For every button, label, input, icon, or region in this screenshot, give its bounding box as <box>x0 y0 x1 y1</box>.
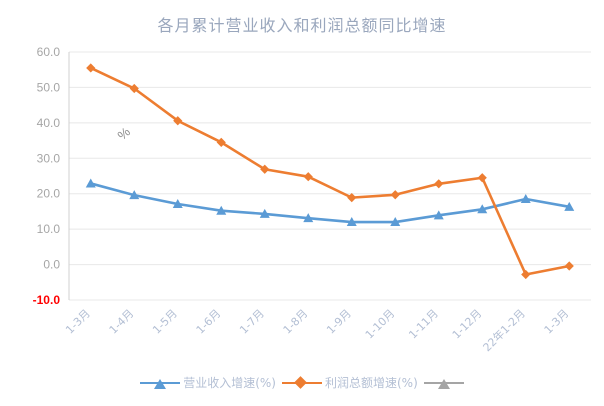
data-point-marker <box>521 269 531 280</box>
y-axis-tick-label: 20.0 <box>37 187 61 201</box>
data-point-marker <box>303 172 313 182</box>
x-axis-tick-label: 1-7月 <box>237 307 267 337</box>
x-axis-tick-label: 1-12月 <box>450 307 485 342</box>
data-point-marker <box>173 116 183 126</box>
data-point-marker <box>86 63 96 73</box>
series-line-0 <box>89 182 571 224</box>
legend-item-1[interactable]: 利润总额增速(%) <box>282 374 420 391</box>
data-point-marker <box>564 201 575 211</box>
x-axis-tick-label: 1-5月 <box>150 307 180 337</box>
legend-label: 利润总额增速(%) <box>325 376 418 390</box>
data-point-marker <box>434 179 444 189</box>
y-axis-tick-label: -10.0 <box>33 293 61 307</box>
legend-item-0[interactable]: 营业收入增速(%) <box>140 374 278 391</box>
legend-diamond-marker-icon <box>282 376 322 389</box>
data-point-marker <box>520 194 531 204</box>
x-axis-tick-label: 1-6月 <box>194 307 224 337</box>
y-axis-tick-label: 40.0 <box>37 116 61 130</box>
x-axis-tick-labels: 1-3月 1-4月 1-5月 1-6月 1-7月 1-8月 1-9月 1-10月 1-11月 1-… <box>63 306 571 354</box>
legend-label: 营业收入增速(%) <box>183 376 276 390</box>
gridlines-group <box>68 51 591 301</box>
data-series-layer <box>85 63 575 280</box>
data-point-marker <box>129 83 139 94</box>
data-point-marker <box>477 204 488 214</box>
data-point-marker <box>477 173 487 183</box>
y-axis-tick-labels: 60.0 50.0 40.0 30.0 20.0 10.0 0.0 -10.0 <box>33 45 61 307</box>
x-axis-tick-label: 1-8月 <box>281 307 311 337</box>
y-axis-tick-label: 10.0 <box>37 222 61 236</box>
x-axis-tick-label: 1-10月 <box>363 307 398 342</box>
data-point-marker <box>85 178 96 188</box>
data-point-marker <box>346 217 357 227</box>
series-line-1 <box>89 66 571 276</box>
x-axis-tick-label: 1-3月 <box>542 307 572 337</box>
x-axis-tick-label: 22年1-2月 <box>480 306 528 354</box>
y-axis-tick-label: 60.0 <box>37 45 61 59</box>
data-point-marker <box>433 210 444 220</box>
chart-legend: 营业收入增速(%) 利润总额增速(%) <box>0 374 604 391</box>
data-point-marker <box>172 198 183 208</box>
data-point-marker <box>216 205 227 215</box>
data-point-marker <box>390 190 400 200</box>
legend-item-2[interactable] <box>423 377 464 389</box>
data-point-marker <box>390 217 401 227</box>
legend-triangle-marker-icon <box>423 377 464 389</box>
data-point-marker <box>347 193 357 203</box>
y-axis-tick-label: 30.0 <box>37 151 61 165</box>
data-point-marker <box>260 164 270 174</box>
data-point-marker <box>303 213 314 223</box>
data-point-marker <box>564 261 574 271</box>
x-axis-tick-label: 1-4月 <box>107 307 137 337</box>
x-axis-tick-label: 1-9月 <box>324 307 354 337</box>
x-axis-tick-label: 1-3月 <box>63 307 93 337</box>
y-axis-tick-label: 0.0 <box>43 258 60 272</box>
data-point-marker <box>259 208 270 218</box>
legend-triangle-marker-icon <box>140 377 181 389</box>
chart-title: 各月累计营业收入和利润总额同比增速 <box>157 16 447 35</box>
data-point-marker <box>129 190 140 200</box>
y-axis-tick-label: 50.0 <box>37 80 61 94</box>
x-axis-tick-label: 1-11月 <box>406 307 441 342</box>
data-point-marker <box>216 137 226 147</box>
